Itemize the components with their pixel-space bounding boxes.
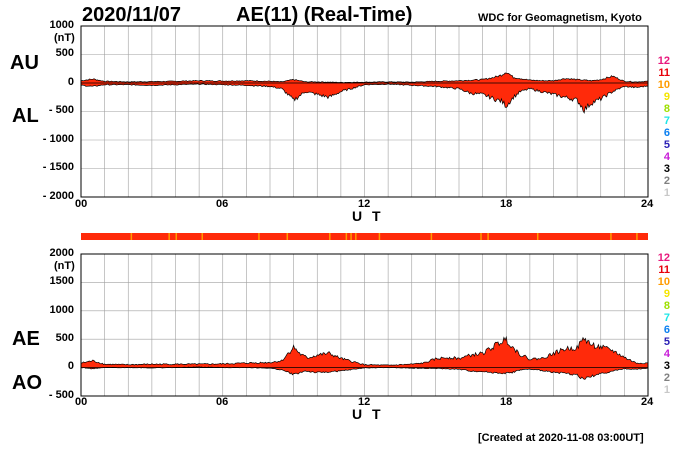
legend-item-2: 2	[663, 372, 670, 384]
quality-mark	[201, 233, 203, 240]
created-timestamp: [Created at 2020-11-08 03:00UT]	[478, 432, 644, 444]
au-label: AU	[10, 52, 39, 74]
lower-xtick: 24	[641, 396, 654, 408]
upper-xtick: 12	[358, 198, 371, 210]
lower-xtick: 12	[358, 396, 371, 408]
legend-item-11: 11	[658, 264, 670, 276]
legend-item-4: 4	[663, 151, 670, 163]
legend-item-7: 7	[663, 115, 670, 127]
legend-item-3: 3	[663, 163, 670, 175]
quality-bar	[81, 233, 648, 240]
quality-mark	[355, 233, 357, 240]
legend-item-5: 5	[663, 139, 670, 151]
chart-date: 2020/11/07	[82, 4, 181, 26]
series-line-au	[80, 72, 649, 84]
quality-mark	[430, 233, 433, 240]
legend-item-12: 12	[657, 55, 670, 67]
quality-mark	[130, 233, 133, 240]
quality-mark	[536, 233, 539, 240]
quality-mark	[168, 233, 170, 240]
credit-text: WDC for Geomagnetism, Kyoto	[478, 12, 642, 24]
lower-ytick: 1500	[49, 275, 74, 287]
legend-item-3: 3	[663, 360, 670, 372]
upper-xlabel: U T	[352, 208, 384, 224]
upper-xtick: 18	[500, 198, 513, 210]
upper-ytick: - 500	[48, 104, 74, 116]
lower-xtick: 18	[500, 396, 513, 408]
upper-unit-label: (nT)	[54, 32, 75, 44]
al-label: AL	[12, 105, 39, 127]
upper-ytick: - 1000	[42, 133, 74, 145]
legend-item-9: 9	[663, 91, 670, 103]
series-band-ae-ao	[81, 337, 648, 380]
upper-ytick: 1000	[49, 19, 74, 31]
lower-xtick: 06	[216, 396, 229, 408]
plot-frame	[80, 25, 649, 198]
quality-mark	[636, 233, 638, 240]
upper-xtick: 24	[641, 198, 654, 210]
upper-xtick: 00	[75, 198, 88, 210]
legend-item-11: 11	[658, 67, 670, 79]
legend-item-5: 5	[663, 336, 670, 348]
legend-item-10: 10	[657, 276, 670, 288]
upper-ytick: - 2000	[42, 190, 74, 202]
legend-item-1: 1	[663, 384, 670, 396]
quality-mark	[350, 233, 352, 240]
series-line-al	[80, 83, 649, 114]
upper-ytick: 0	[67, 76, 74, 88]
quality-mark	[610, 233, 612, 240]
quality-mark	[175, 233, 177, 240]
ao-label: AO	[12, 372, 42, 394]
legend-item-2: 2	[663, 175, 670, 187]
chart-title: AE(11) (Real-Time)	[236, 4, 413, 26]
lower-ytick: - 500	[48, 389, 74, 401]
series-line-ae	[81, 335, 648, 366]
legend-item-8: 8	[663, 300, 670, 312]
lower-xtick: 00	[75, 396, 88, 408]
upper-xtick: 06	[216, 198, 229, 210]
legend-item-10: 10	[657, 79, 670, 91]
lower-ytick: 1000	[49, 304, 74, 316]
quality-mark	[378, 233, 381, 240]
legend-item-7: 7	[663, 312, 670, 324]
legend-item-6: 6	[663, 127, 670, 139]
upper-ytick: - 1500	[42, 161, 74, 173]
ae-label: AE	[12, 328, 40, 350]
lower-ytick: 2000	[49, 247, 74, 259]
quality-mark	[480, 233, 482, 240]
lower-ytick: 0	[67, 360, 74, 372]
legend-item-8: 8	[663, 103, 670, 115]
quality-mark	[258, 233, 260, 240]
quality-mark	[286, 233, 289, 240]
quality-mark	[329, 233, 331, 240]
legend-item-4: 4	[663, 348, 670, 360]
legend-item-1: 1	[663, 187, 670, 199]
lower-unit-label: (nT)	[54, 260, 75, 272]
upper-ytick: 500	[55, 47, 74, 59]
lower-ytick: 500	[55, 332, 74, 344]
legend-item-12: 12	[657, 252, 670, 264]
lower-xlabel: U T	[352, 406, 384, 422]
plot-frame	[80, 253, 649, 397]
quality-mark	[487, 233, 489, 240]
legend-item-6: 6	[663, 324, 670, 336]
quality-mark	[345, 233, 348, 240]
legend-item-9: 9	[663, 288, 670, 300]
